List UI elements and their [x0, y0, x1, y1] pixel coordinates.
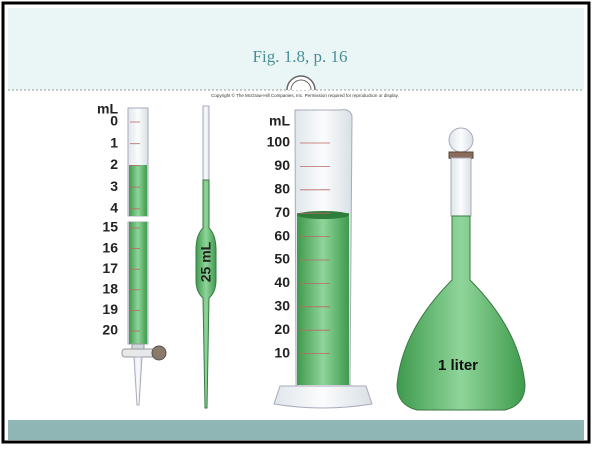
ornament: [290, 79, 312, 91]
scale-label: 40: [274, 274, 290, 290]
flask-body: [396, 215, 526, 411]
slide-title: Fig. 1.8, p. 16: [253, 47, 348, 66]
graduated-cylinder: mL: [269, 109, 373, 409]
scale-label: 2: [110, 156, 118, 172]
scale-label: 70: [274, 204, 290, 220]
scale-label: 50: [274, 251, 290, 267]
scale-label: 4: [110, 200, 118, 216]
liquid: [297, 213, 349, 385]
volumetric-flask: 1 liter: [396, 127, 526, 411]
scale-label: 90: [274, 157, 290, 173]
liquid: [129, 165, 147, 216]
scale-label: 0: [110, 113, 118, 129]
scale-label: 60: [274, 227, 290, 243]
pipette-stem: [202, 105, 210, 181]
scale-label: 3: [110, 178, 118, 194]
scale-label: 20: [274, 321, 290, 337]
copyright: Copyright © The McGraw-Hill Companies, I…: [211, 92, 399, 98]
burette-tip: [133, 356, 143, 406]
stopcock-handle: [151, 345, 167, 361]
scale-label: 20: [102, 322, 118, 338]
scale-label: 100: [267, 134, 291, 150]
scale-label: 16: [102, 239, 118, 255]
meniscus: [297, 211, 349, 219]
pipette-label: 25 mL: [198, 241, 214, 282]
ornament: [286, 75, 316, 91]
liquid: [129, 222, 147, 344]
scale-label: 1: [110, 134, 118, 150]
burette: mL: [97, 101, 167, 406]
scale-label: 30: [274, 298, 290, 314]
pipette: 25 mL: [195, 105, 217, 409]
stopper-knob: [448, 127, 474, 153]
flask-label: 1 liter: [438, 357, 478, 374]
scale-label: 19: [102, 301, 118, 317]
scale-label: 15: [102, 219, 118, 235]
cylinder-base: [273, 385, 373, 409]
scale-label: 10: [274, 344, 290, 360]
flask-neck: [450, 157, 472, 217]
unit-label: mL: [269, 113, 290, 129]
unit-label: mL: [97, 101, 118, 117]
footer-band: [8, 420, 584, 440]
scale-label: 18: [102, 281, 118, 297]
pipette-body: [195, 179, 217, 409]
scale-label: 17: [102, 260, 118, 276]
scale-label: 80: [274, 181, 290, 197]
